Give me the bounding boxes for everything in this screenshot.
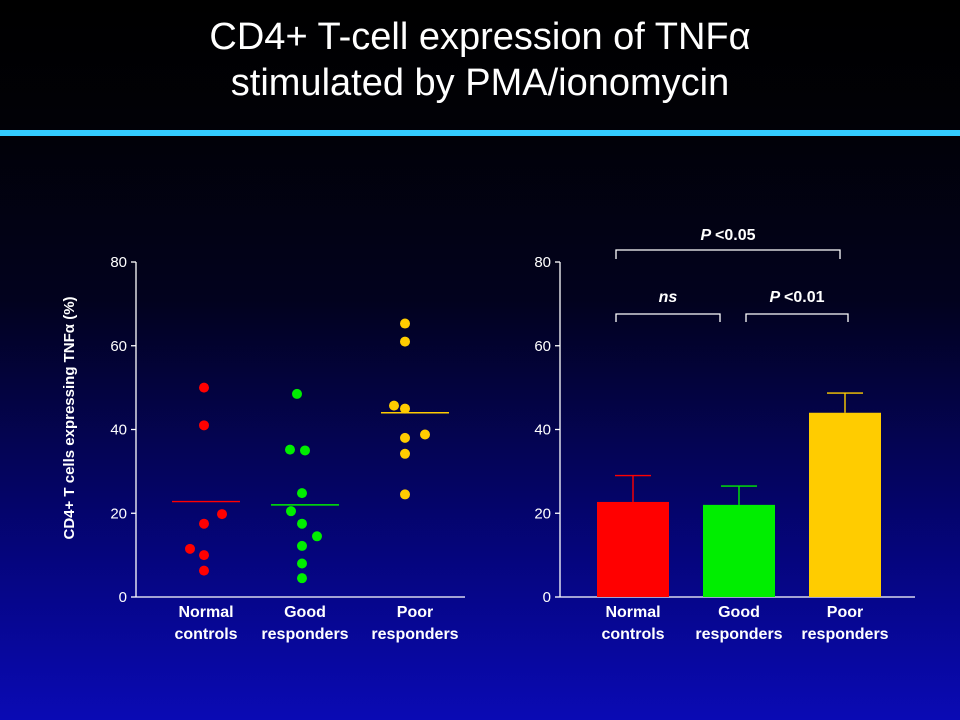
scatter-category-label: Good [284,604,326,621]
scatter-y-tick-label: 0 [119,589,127,606]
data-point [297,540,307,551]
significance-bracket [745,313,849,322]
scatter-y-tick-label: 60 [110,338,127,355]
y-axis-label: CD4+ T cells expressing TNFα (%) [61,296,78,539]
data-point [297,558,307,569]
bar-category-label: controls [601,626,664,643]
data-point [400,336,410,347]
scatter-category-label: Poor [397,604,433,621]
bar [809,412,881,597]
data-point [300,445,310,456]
scatter-category-label: responders [371,626,458,643]
p-value: <0.05 [715,227,756,244]
data-point [400,403,410,414]
scatter-y-tick-label: 20 [110,505,127,522]
bar-y-tick-label: 60 [534,338,551,355]
bar-y-tick-label: 0 [543,589,551,606]
data-point [199,518,209,529]
scatter-category-label: controls [174,626,237,643]
data-point [420,429,430,440]
p-symbol: P [769,289,784,306]
significance-label: P <0.01 [769,289,824,306]
data-point [286,506,296,517]
scatter-y-tick-label: 40 [110,422,127,439]
significance-bracket [615,313,721,322]
bar-category-label: Good [718,604,760,621]
data-point [389,400,399,411]
bar-category-label: responders [695,626,782,643]
title-line-1: CD4+ T-cell expression of TNFα [209,16,751,58]
p-symbol: P [700,227,715,244]
data-point [312,531,322,542]
significance-bracket [615,249,841,259]
data-point [400,432,410,443]
slide-title: CD4+ T-cell expression of TNFα stimulate… [0,14,960,106]
scatter-category-label: responders [261,626,348,643]
bar-category-label: Normal [605,604,660,621]
bar [703,504,775,597]
data-point [297,573,307,584]
data-point [292,388,302,399]
scatter-y-tick-label: 80 [110,254,127,271]
title-line-2: stimulated by PMA/ionomycin [230,62,730,104]
bar-y-tick-label: 80 [534,254,551,271]
data-point [400,489,410,500]
data-point [185,543,195,554]
title-rule [0,130,960,136]
p-value: <0.01 [784,289,825,306]
bar-category-label: Poor [827,604,863,621]
significance-label: ns [659,289,678,306]
data-point [217,509,227,520]
data-point [199,550,209,561]
data-point [199,565,209,576]
bar [597,501,669,597]
bar-y-tick-label: 40 [534,422,551,439]
data-point [285,444,295,455]
data-point [297,518,307,529]
data-point [199,420,209,431]
data-point [297,488,307,499]
data-point [400,318,410,329]
significance-label: P <0.05 [700,227,755,244]
scatter-category-label: Normal [178,604,233,621]
bar-category-label: responders [801,626,888,643]
data-point [400,448,410,459]
bar-y-tick-label: 20 [534,505,551,522]
data-point [199,382,209,393]
